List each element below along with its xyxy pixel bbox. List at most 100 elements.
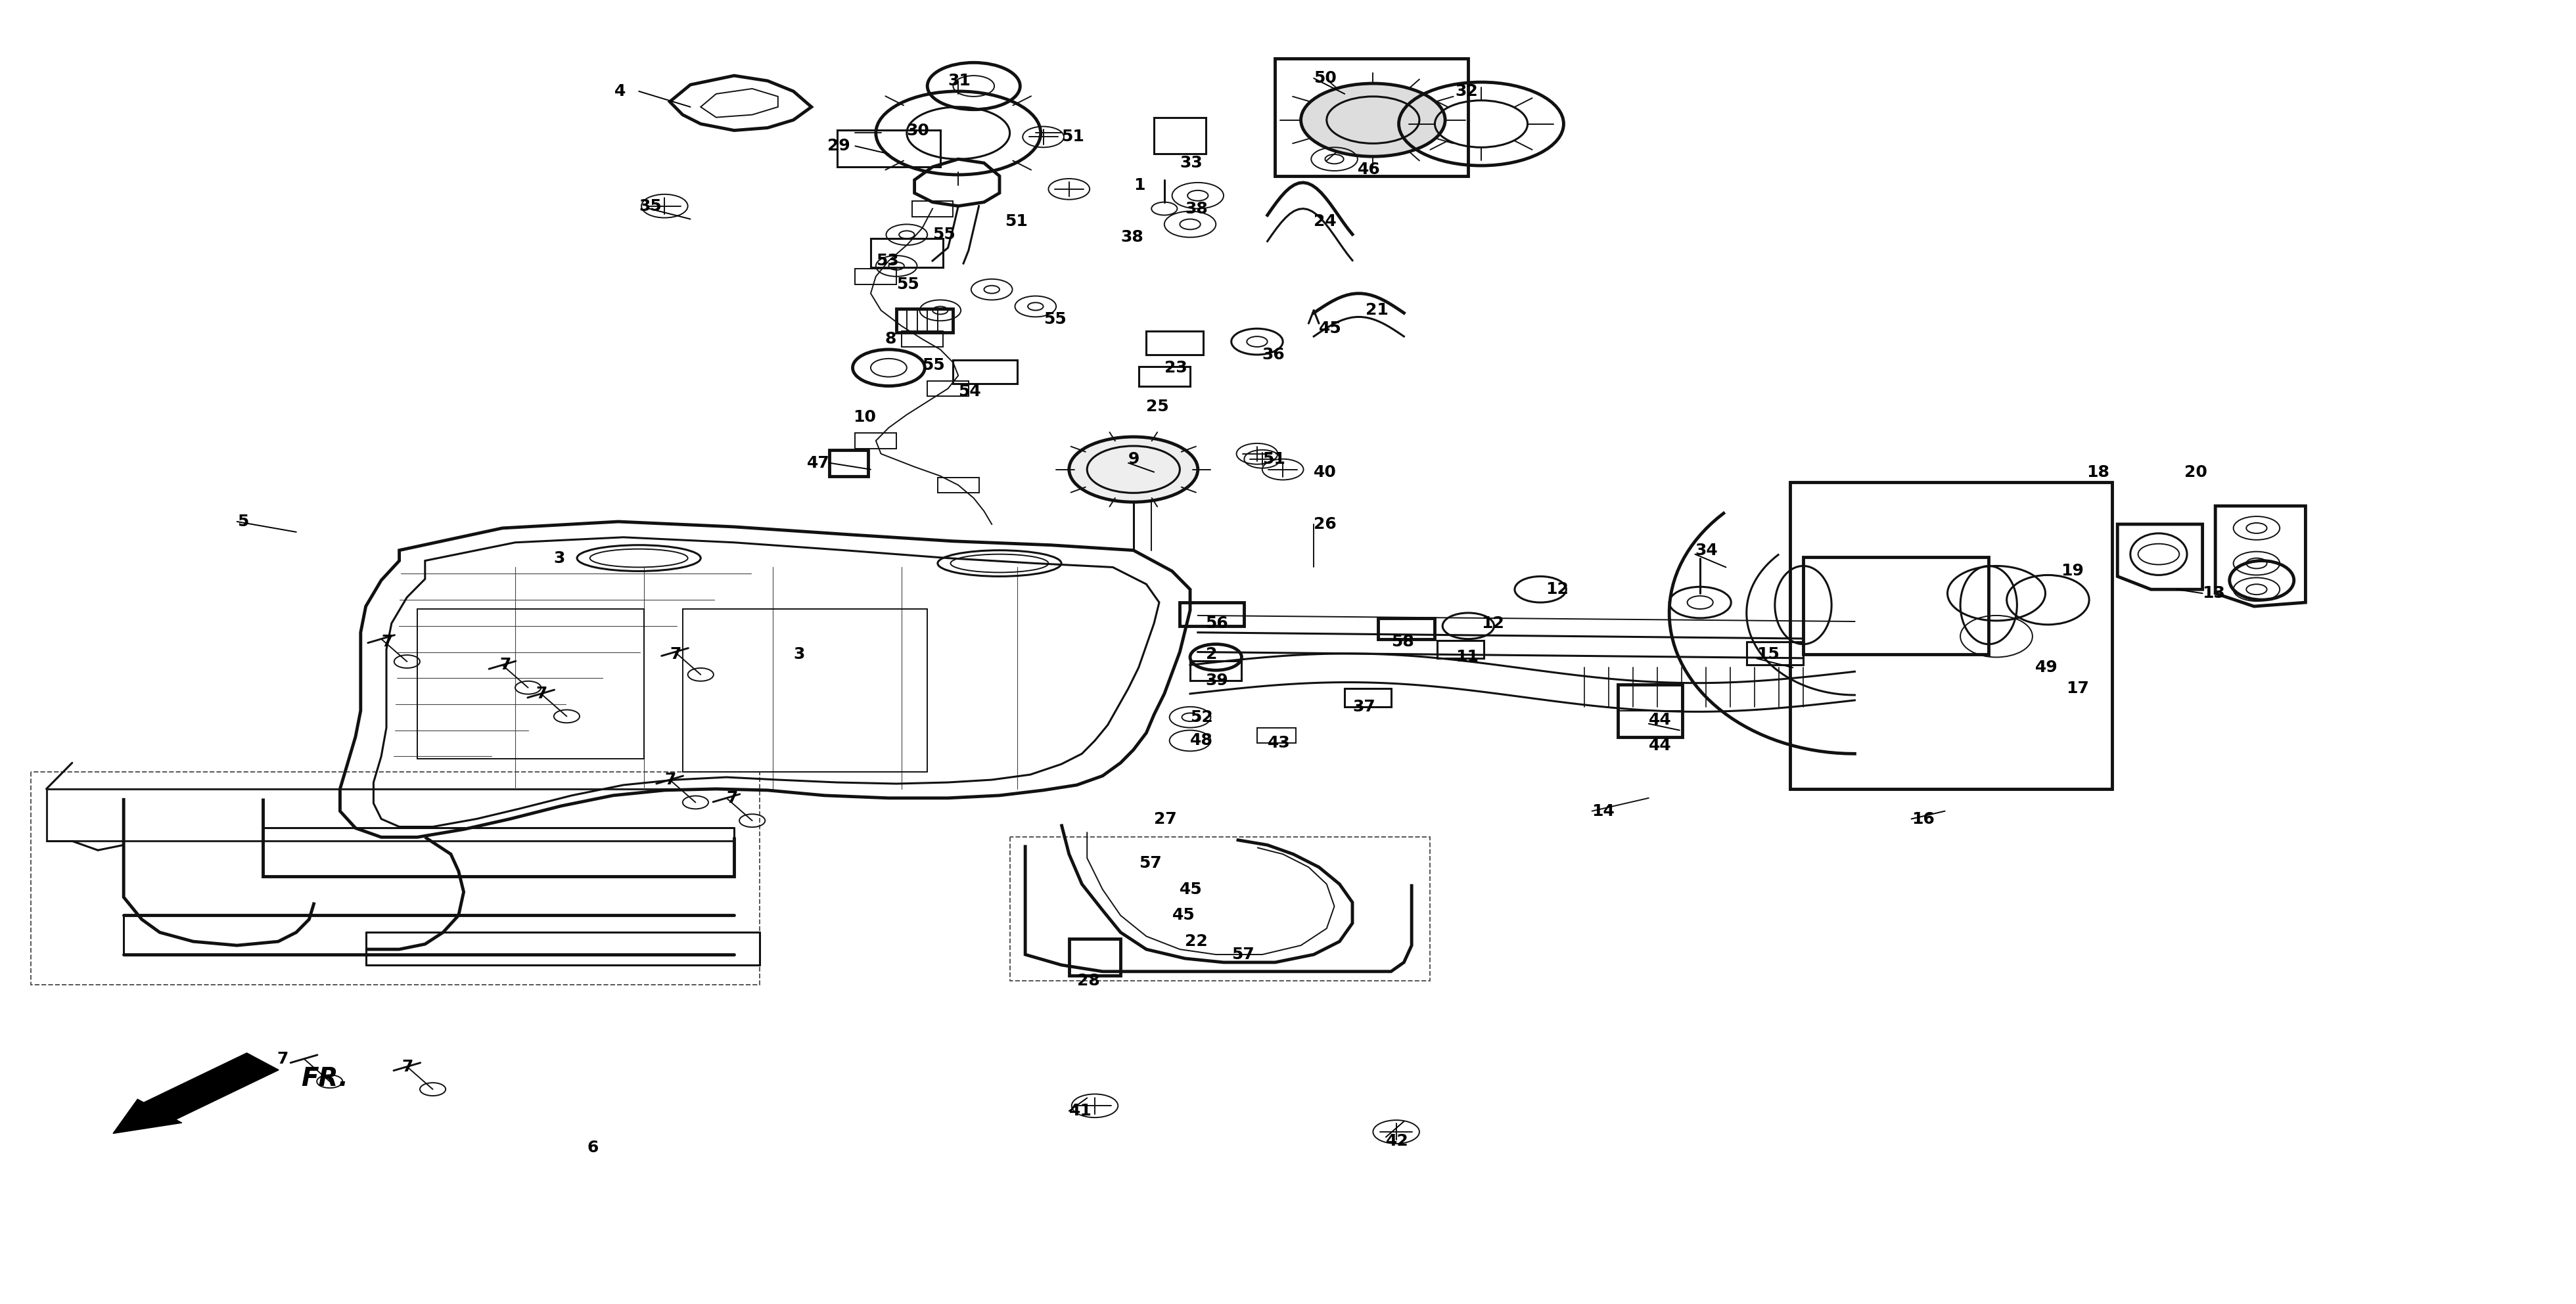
Text: FR.: FR. [301, 1065, 348, 1091]
Text: 51: 51 [1061, 129, 1084, 145]
Text: 16: 16 [1911, 811, 1935, 827]
Text: 11: 11 [1455, 649, 1479, 665]
Text: 28: 28 [1077, 973, 1100, 988]
Text: 47: 47 [806, 455, 829, 471]
Text: 24: 24 [1314, 214, 1337, 230]
Text: 12: 12 [1481, 615, 1504, 631]
Text: 31: 31 [948, 73, 971, 89]
Bar [683, 609, 927, 772]
Text: 45: 45 [1180, 882, 1203, 897]
Text: 49: 49 [2035, 660, 2058, 675]
Bar [417, 609, 644, 759]
Text: 57: 57 [1139, 855, 1162, 871]
Text: 27: 27 [1154, 811, 1177, 827]
Text: 6: 6 [587, 1140, 598, 1155]
FancyArrow shape [113, 1052, 278, 1133]
Text: 4: 4 [616, 83, 626, 99]
Text: 35: 35 [639, 198, 662, 214]
Text: 51: 51 [1005, 214, 1028, 230]
Bar [953, 360, 1018, 383]
Text: 7: 7 [402, 1059, 412, 1074]
Text: 2: 2 [1206, 647, 1216, 662]
Text: 23: 23 [1164, 360, 1188, 376]
Text: 7: 7 [665, 772, 675, 788]
Text: 43: 43 [1267, 735, 1291, 751]
Text: 7: 7 [500, 657, 510, 673]
Text: 38: 38 [1121, 230, 1144, 245]
Circle shape [1069, 437, 1198, 502]
Text: 5: 5 [237, 514, 247, 529]
Text: 21: 21 [1365, 303, 1388, 318]
Bar [1146, 331, 1203, 355]
Text: 20: 20 [2184, 464, 2208, 480]
Text: 39: 39 [1206, 673, 1229, 689]
Bar [1618, 685, 1682, 737]
Text: 36: 36 [1262, 347, 1285, 363]
Bar [1790, 482, 2112, 789]
Text: 38: 38 [1185, 201, 1208, 216]
Bar [855, 269, 896, 284]
Text: 41: 41 [1069, 1103, 1092, 1119]
Text: 50: 50 [1314, 70, 1337, 86]
Text: 7: 7 [536, 686, 546, 702]
Text: 18: 18 [2087, 464, 2110, 480]
Bar [1345, 689, 1391, 707]
Text: 10: 10 [853, 409, 876, 425]
Text: 56: 56 [1206, 615, 1229, 631]
Bar [1154, 117, 1206, 154]
Text: 44: 44 [1649, 738, 1672, 754]
Text: 3: 3 [793, 647, 804, 662]
Text: 55: 55 [896, 276, 920, 292]
Text: 15: 15 [1757, 647, 1780, 662]
Text: 25: 25 [1146, 399, 1170, 415]
Text: 48: 48 [1190, 733, 1213, 748]
Text: 22: 22 [1185, 934, 1208, 949]
Text: 45: 45 [1319, 321, 1342, 336]
Bar [1437, 640, 1484, 659]
Text: 58: 58 [1391, 634, 1414, 649]
Text: 52: 52 [1190, 709, 1213, 725]
Text: 7: 7 [381, 634, 392, 649]
Text: 37: 37 [1352, 699, 1376, 715]
Bar [855, 433, 896, 449]
Text: 12: 12 [1546, 582, 1569, 597]
Text: 7: 7 [726, 790, 737, 806]
Text: 1: 1 [1133, 177, 1144, 193]
Text: 55: 55 [1043, 312, 1066, 327]
Bar [938, 477, 979, 493]
Text: 33: 33 [1180, 155, 1203, 171]
Bar [1069, 939, 1121, 975]
Bar [896, 309, 953, 333]
Text: 42: 42 [1386, 1133, 1409, 1149]
Text: 34: 34 [1695, 542, 1718, 558]
Bar [1190, 661, 1242, 681]
Text: 19: 19 [2061, 563, 2084, 579]
Text: 53: 53 [876, 253, 899, 269]
Text: 46: 46 [1358, 162, 1381, 177]
Bar [1139, 366, 1190, 386]
Text: 45: 45 [1172, 908, 1195, 923]
Text: 57: 57 [1231, 947, 1255, 962]
Text: 44: 44 [1649, 712, 1672, 728]
Bar [829, 450, 868, 476]
Text: 26: 26 [1314, 516, 1337, 532]
Text: 54: 54 [958, 383, 981, 399]
Bar [1803, 557, 1989, 655]
Bar [1747, 642, 1803, 665]
Text: 32: 32 [1455, 83, 1479, 99]
Bar [871, 239, 943, 267]
Text: 14: 14 [1592, 803, 1615, 819]
Text: 13: 13 [2202, 585, 2226, 601]
Text: 51: 51 [1262, 451, 1285, 467]
Bar [837, 130, 940, 167]
Bar [1257, 728, 1296, 743]
Bar [927, 381, 969, 396]
Text: 7: 7 [670, 647, 680, 662]
Text: 3: 3 [554, 550, 564, 566]
Circle shape [1301, 83, 1445, 156]
Bar [912, 201, 953, 216]
Text: 8: 8 [886, 331, 896, 347]
Text: 40: 40 [1314, 464, 1337, 480]
Text: 55: 55 [922, 357, 945, 373]
Bar [1275, 59, 1468, 176]
